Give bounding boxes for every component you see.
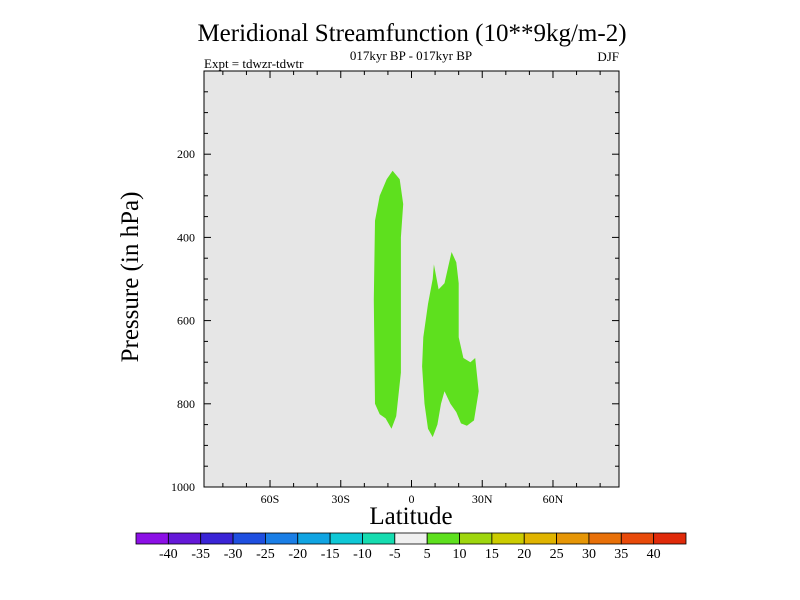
contour-region-1 <box>373 170 404 429</box>
colorbar-swatch <box>459 532 493 545</box>
colorbar-label: 35 <box>614 547 628 562</box>
colorbar-swatch <box>167 532 202 545</box>
colorbar-swatch <box>426 532 460 545</box>
y-tick-label: 800 <box>177 397 195 411</box>
chart-subtitle-right: DJF <box>597 49 619 64</box>
colorbar-label: -30 <box>224 547 243 562</box>
x-tick-label: 30S <box>331 492 350 506</box>
colorbar: -40 -35 -30 -25 -20 -15 -10 -5 5 10 15 20 25 30 35 40 <box>135 532 687 562</box>
chart-subtitle-left: Expt = tdwzr-tdwtr <box>204 56 304 71</box>
colorbar-label: 30 <box>582 547 596 562</box>
colorbar-label: -40 <box>159 547 178 562</box>
y-tick-label: 1000 <box>171 480 195 494</box>
colorbar-swatch <box>620 532 655 545</box>
colorbar-swatch <box>491 532 525 545</box>
colorbar-swatch <box>265 532 299 545</box>
colorbar-label: 25 <box>550 547 564 562</box>
colorbar-swatch <box>556 532 590 545</box>
plot-area: 200 400 600 800 1000 60S 30S 0 30N 60N <box>171 70 620 506</box>
x-tick-label: 30N <box>472 492 493 506</box>
colorbar-label: 15 <box>485 547 499 562</box>
colorbar-label: -10 <box>353 547 372 562</box>
colorbar-swatch <box>297 532 331 545</box>
y-tick-label: 200 <box>177 147 195 161</box>
colorbar-label: -15 <box>321 547 340 562</box>
x-tick-label: 0 <box>409 492 415 506</box>
chart-subtitle-center: 017kyr BP - 017kyr BP <box>350 48 472 63</box>
colorbar-swatch <box>653 532 687 545</box>
colorbar-label: -20 <box>288 547 307 562</box>
colorbar-label: 40 <box>647 547 661 562</box>
chart-title: Meridional Streamfunction (10**9kg/m-2) <box>197 20 626 47</box>
x-tick-label: 60S <box>261 492 280 506</box>
contour-region-2 <box>422 252 479 438</box>
colorbar-label: 10 <box>453 547 467 562</box>
x-axis-label: Latitude <box>369 503 452 530</box>
y-tick-label: 400 <box>177 230 195 244</box>
colorbar-swatch <box>135 532 169 545</box>
colorbar-swatch <box>200 532 234 545</box>
y-tick-label: 600 <box>177 314 195 328</box>
colorbar-swatch <box>329 532 363 545</box>
colorbar-label: -25 <box>256 547 275 562</box>
colorbar-label: -5 <box>389 547 401 562</box>
x-tick-label: 60N <box>543 492 564 506</box>
colorbar-swatch <box>588 532 622 545</box>
colorbar-label: -35 <box>191 547 210 562</box>
colorbar-swatch <box>362 532 396 545</box>
colorbar-swatch <box>394 532 428 545</box>
colorbar-label: 5 <box>424 547 431 562</box>
plot-background <box>204 71 619 487</box>
colorbar-swatch <box>523 532 557 545</box>
colorbar-label: 20 <box>517 547 531 562</box>
colorbar-swatch <box>232 532 266 545</box>
y-axis-label: Pressure (in hPa) <box>117 192 144 363</box>
